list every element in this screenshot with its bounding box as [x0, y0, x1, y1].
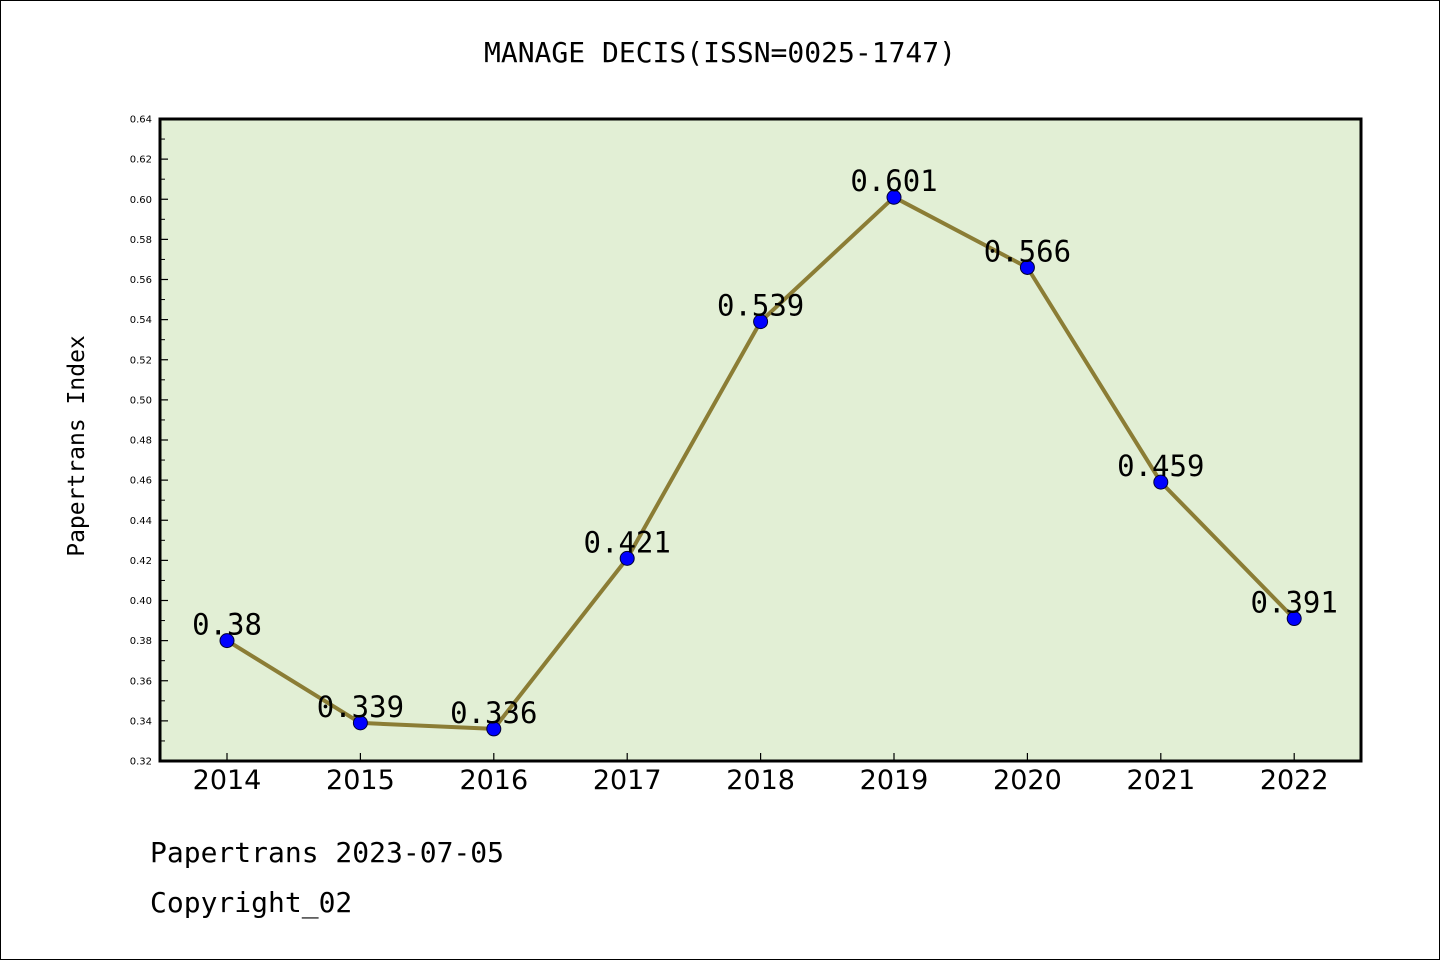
data-point-marker	[219, 633, 235, 649]
y-tick-label: 0.32	[130, 757, 152, 768]
data-point-marker	[1019, 259, 1035, 275]
y-tick-label: 0.50	[130, 395, 152, 406]
data-point-marker	[1286, 611, 1302, 627]
footer-date: Papertrans 2023-07-05	[150, 836, 505, 869]
x-tick-label: 2020	[993, 765, 1062, 796]
y-tick-label: 0.34	[130, 716, 152, 727]
x-tick-label: 2021	[1126, 765, 1195, 796]
data-value-label: 0.566	[984, 234, 1071, 268]
y-tick-label: 0.56	[130, 275, 152, 286]
data-point-marker	[886, 189, 902, 205]
x-tick-label: 2018	[726, 765, 795, 796]
data-value-label: 0.601	[850, 164, 937, 198]
x-tick-label: 2022	[1260, 765, 1329, 796]
data-point-marker	[486, 721, 502, 737]
data-value-label: 0.459	[1117, 449, 1204, 483]
x-axis-ticks: 2014 2015 2016 2017 2018 2019 2020 2021 2022	[193, 753, 1329, 796]
y-tick-label: 0.48	[130, 436, 152, 447]
x-tick-label: 2015	[326, 765, 395, 796]
x-tick-label: 2017	[593, 765, 662, 796]
y-tick-label: 0.46	[130, 476, 152, 487]
data-point-marker	[1153, 474, 1169, 490]
y-axis-label: Papertrans Index	[64, 335, 90, 557]
y-tick-label: 0.62	[130, 155, 152, 166]
data-value-label: 0.391	[1251, 586, 1338, 620]
y-tick-label: 0.64	[130, 115, 152, 126]
data-value-label: 0.539	[717, 289, 804, 323]
y-tick-label: 0.38	[130, 636, 152, 647]
y-tick-label: 0.58	[130, 235, 152, 246]
data-markers	[219, 189, 1302, 737]
plot-area	[158, 117, 1363, 763]
data-labels: 0.38 0.339 0.336 0.421 0.539 0.601 0.566 0.459 0…	[192, 164, 1338, 730]
y-tick-label: 0.54	[130, 315, 152, 326]
data-value-label: 0.339	[317, 690, 404, 724]
y-tick-label: 0.40	[130, 596, 152, 607]
y-axis-ticks: 0.32 0.34 0.36 0.38 0.40 0.42 0.44 0.46 0.48 0.50…	[130, 115, 168, 768]
x-tick-label: 2019	[860, 765, 929, 796]
data-point-marker	[619, 550, 635, 566]
y-tick-label: 0.36	[130, 676, 152, 687]
data-value-label: 0.336	[450, 696, 537, 730]
y-tick-label: 0.42	[130, 556, 152, 567]
x-tick-label: 2014	[193, 765, 262, 796]
y-tick-label: 0.44	[130, 516, 152, 527]
data-value-label: 0.421	[584, 525, 671, 559]
data-value-label: 0.38	[192, 608, 262, 642]
data-point-marker	[753, 314, 769, 330]
y-tick-label: 0.60	[130, 195, 152, 206]
x-tick-label: 2016	[459, 765, 528, 796]
data-point-marker	[352, 715, 368, 731]
y-tick-label: 0.52	[130, 355, 152, 366]
chart-title: MANAGE DECIS(ISSN=0025-1747)	[483, 36, 956, 69]
footer-copyright: Copyright_02	[150, 886, 353, 919]
